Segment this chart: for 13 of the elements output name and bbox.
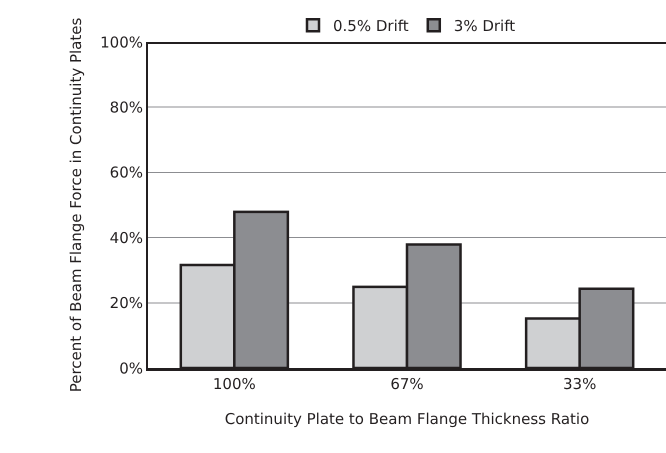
y-tick-label: 0% xyxy=(119,359,143,378)
y-tick-label: 40% xyxy=(110,228,143,247)
legend-label: 0.5% Drift xyxy=(333,17,409,36)
x-tick-label: 100% xyxy=(212,375,256,393)
y-axis-title: Percent of Beam Flange Force in Continuity Plates xyxy=(66,18,85,392)
y-tick-label: 80% xyxy=(110,98,143,116)
x-axis-title: Continuity Plate to Beam Flange Thickness Ratio xyxy=(224,410,590,428)
legend-label: 3% Drift xyxy=(454,17,516,36)
y-tick-label: 100% xyxy=(100,33,143,52)
x-tick-label: 33% xyxy=(563,375,596,393)
x-tick-label: 67% xyxy=(390,375,424,393)
y-tick-label: 60% xyxy=(110,164,143,182)
y-tick-label: 20% xyxy=(110,294,143,312)
